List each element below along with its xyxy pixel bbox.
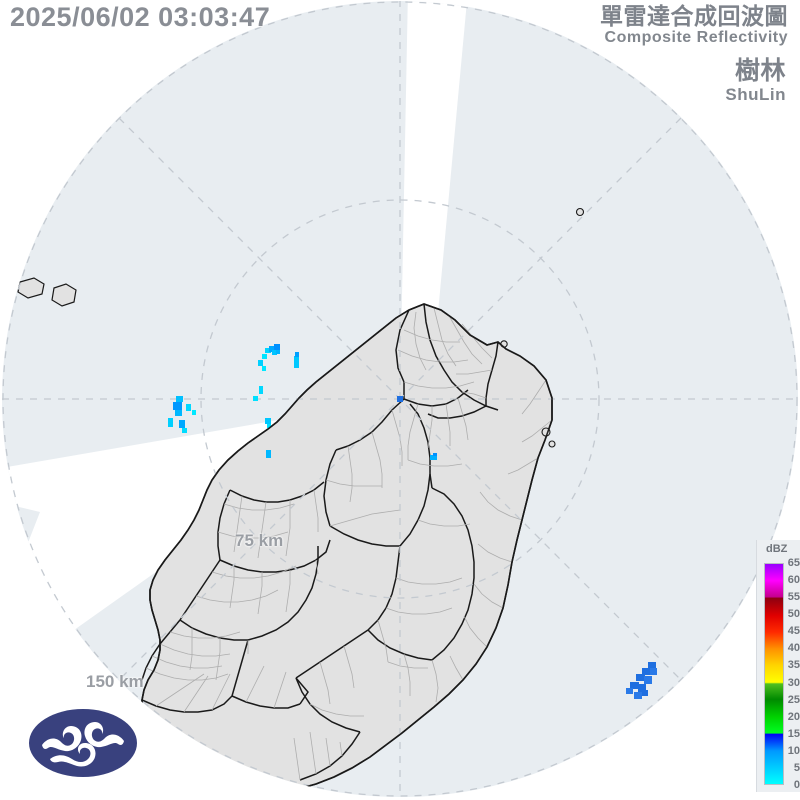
echo-nw-offshore-cluster-d [265,418,271,428]
product-title-block: 單雷達合成回波圖 Composite Reflectivity [600,4,788,48]
colorbar-tick-50: 50 [787,608,800,621]
product-title-zh: 單雷達合成回波圖 [600,3,788,29]
echo-nw-offshore-cell-e [266,450,271,458]
echo-se-offshore-cell [626,662,657,699]
colorbar-tick-15: 15 [787,727,800,740]
colorbar-tick-35: 35 [787,659,800,672]
echo-radar-site-pixel [397,396,403,402]
colorbar-tick-65: 65 [787,557,800,569]
colorbar-tick-0: 0 [793,779,800,791]
station-name-en: ShuLin [725,85,786,105]
colorbar-unit-label: dBZ [766,543,788,555]
echo-nw-offshore-cluster-c [168,396,196,433]
township-border-group [145,307,553,781]
colorbar-tick-45: 45 [787,625,800,638]
colorbar-tick-20: 20 [787,710,800,723]
cwa-logo[interactable] [28,707,138,779]
range-ring-label-150km: 150 km [86,672,144,691]
colorbar-tick-group: 65 60 55 50 45 40 35 30 25 20 15 10 5 0 [786,556,800,792]
station-name-block: 樹林 ShuLin [725,58,786,105]
timestamp-label: 2025/06/02 03:03:47 [10,2,271,32]
echo-group [168,344,657,699]
station-name-zh: 樹林 [734,57,786,85]
colorbar-tick-30: 30 [787,676,800,689]
echo-nw-offshore-bar [294,352,299,368]
echo-nw-offshore-cluster-b [253,386,263,401]
colorbar-tick-5: 5 [793,761,800,774]
cwa-logo-wave-mark [42,722,124,767]
range-ring-75km [200,199,600,599]
colorbar-tick-25: 25 [787,693,800,706]
colorbar-gradient[interactable] [764,563,784,785]
echo-nw-offshore-cluster-a [258,344,280,371]
colorbar-tick-60: 60 [787,574,800,587]
colorbar-tick-55: 55 [787,591,800,604]
blocked-sector-north [400,1,468,399]
colorbar-tick-10: 10 [787,744,800,757]
product-title-en: Composite Reflectivity [604,29,788,47]
colorbar-tick-40: 40 [787,642,800,655]
range-ring-label-75km: 75 km [235,531,284,550]
echo-inland-taipei-cell [430,453,437,460]
